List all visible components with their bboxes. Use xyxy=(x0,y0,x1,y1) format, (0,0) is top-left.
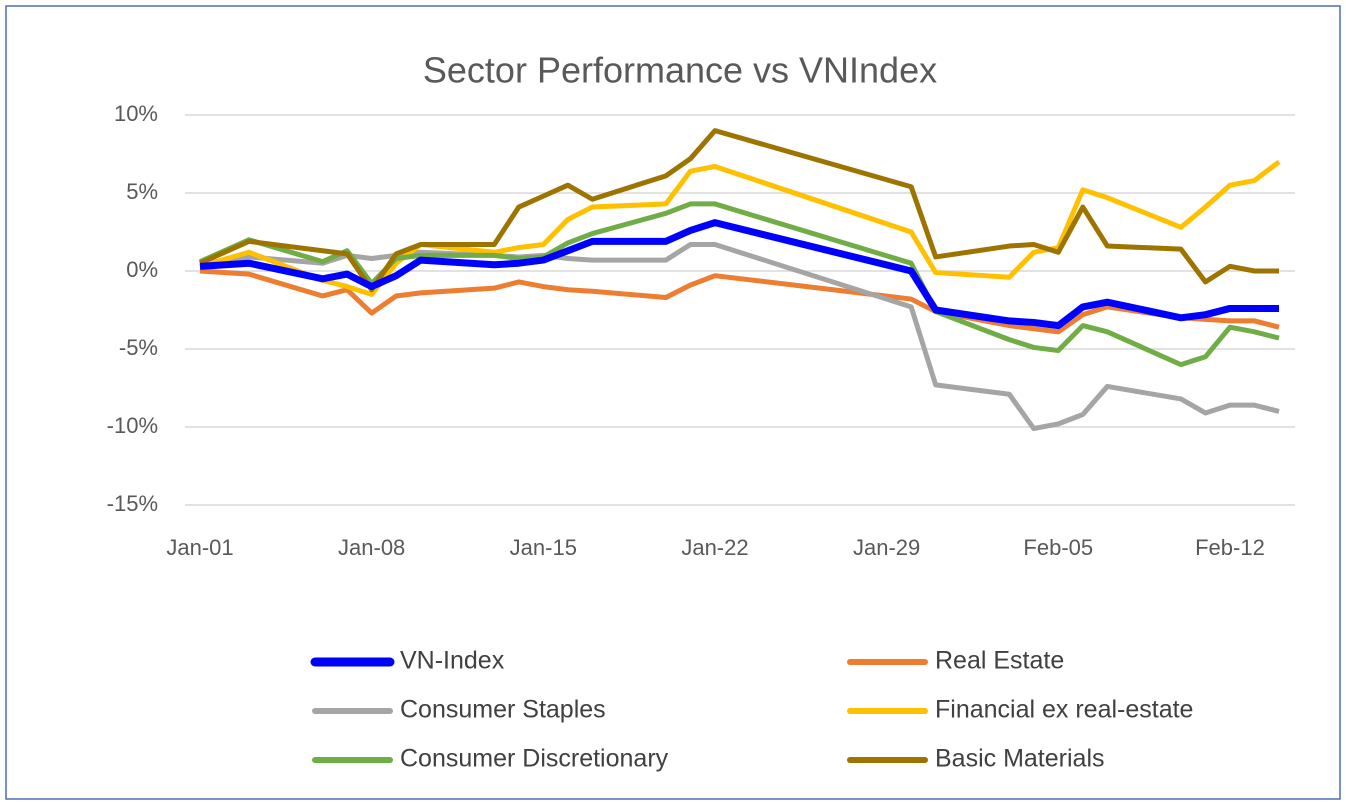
x-tick-label: Jan-15 xyxy=(510,535,577,560)
y-tick-label: -10% xyxy=(107,413,158,438)
series-line xyxy=(198,128,1279,293)
legend-label: Consumer Discretionary xyxy=(400,745,669,773)
y-tick-label: 0% xyxy=(126,257,158,282)
legend-label: Real Estate xyxy=(935,647,1064,675)
chart-frame xyxy=(5,5,1341,800)
x-tick-label: Jan-08 xyxy=(338,535,405,560)
x-tick-label: Feb-12 xyxy=(1195,535,1265,560)
series-line xyxy=(199,241,1280,432)
legend-label: Basic Materials xyxy=(935,745,1105,773)
y-tick-label: 5% xyxy=(126,179,158,204)
chart-title: Sector Performance vs VNIndex xyxy=(423,50,937,91)
x-tick-label: Jan-01 xyxy=(166,535,233,560)
y-tick-label: -15% xyxy=(107,491,158,516)
x-tick-label: Jan-22 xyxy=(681,535,748,560)
legend-label: VN-Index xyxy=(400,647,505,675)
y-tick-label: 10% xyxy=(114,101,158,126)
x-tick-label: Jan-29 xyxy=(853,535,920,560)
series-line xyxy=(199,219,1279,330)
y-tick-label: -5% xyxy=(119,335,158,360)
x-tick-label: Feb-05 xyxy=(1023,535,1093,560)
legend-label: Financial ex real-estate xyxy=(935,696,1193,724)
legend-label: Consumer Staples xyxy=(400,696,606,724)
